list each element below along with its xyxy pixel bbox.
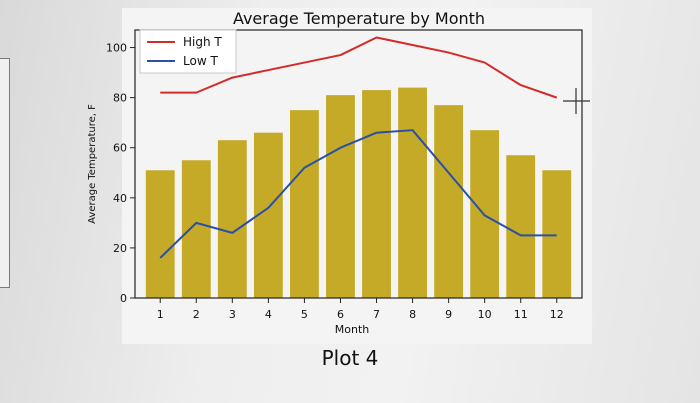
chart-title: Average Temperature by Month (233, 9, 485, 28)
bar-month-7 (362, 90, 391, 298)
bar-month-3 (217, 140, 247, 298)
y-tick-label: 80 (113, 92, 127, 105)
bar-month-12 (542, 170, 572, 298)
y-tick-label: 100 (106, 42, 127, 55)
x-tick-label: 5 (301, 308, 308, 321)
bar-month-11 (506, 155, 536, 298)
x-tick-label: 4 (265, 308, 272, 321)
x-tick-label: 12 (550, 308, 564, 321)
y-tick-label: 20 (113, 242, 127, 255)
y-tick-label: 60 (113, 142, 127, 155)
bar-month-1 (145, 170, 175, 298)
legend-label: Low T (183, 54, 218, 68)
x-tick-label: 7 (373, 308, 380, 321)
bars-group (145, 87, 572, 299)
plot-caption: Plot 4 (321, 346, 379, 370)
line-low-t (159, 129, 557, 259)
y-axis-ticks: 0 20 40 60 80 100 (106, 42, 135, 305)
x-tick-label: 2 (193, 308, 200, 321)
legend-label: High T (183, 35, 222, 49)
x-tick-label: 1 (157, 308, 164, 321)
x-tick-label: 9 (445, 308, 452, 321)
x-tick-label: 11 (514, 308, 528, 321)
bar-month-2 (181, 160, 211, 298)
plot-frame (134, 29, 583, 299)
bar-month-9 (434, 105, 464, 298)
y-tick-label: 0 (120, 292, 127, 305)
lines-group (159, 36, 558, 259)
line-high-t (160, 36, 558, 99)
x-axis-ticks: 1 2 3 4 5 6 7 8 9 10 11 12 (157, 298, 564, 321)
bar-month-6 (326, 95, 355, 299)
x-tick-label: 8 (409, 308, 416, 321)
legend: High T Low T (139, 29, 237, 74)
background-window-edge (0, 58, 10, 288)
x-axis-label: Month (335, 323, 370, 336)
x-tick-label: 6 (337, 308, 344, 321)
legend-box (139, 29, 237, 74)
y-tick-label: 40 (113, 192, 127, 205)
bar-month-8 (398, 87, 427, 298)
crosshair-cursor-icon (563, 88, 590, 114)
bar-month-5 (290, 110, 319, 298)
x-tick-label: 3 (229, 308, 236, 321)
x-tick-label: 10 (478, 308, 492, 321)
y-axis-label: Average Temperature, F (87, 104, 98, 224)
